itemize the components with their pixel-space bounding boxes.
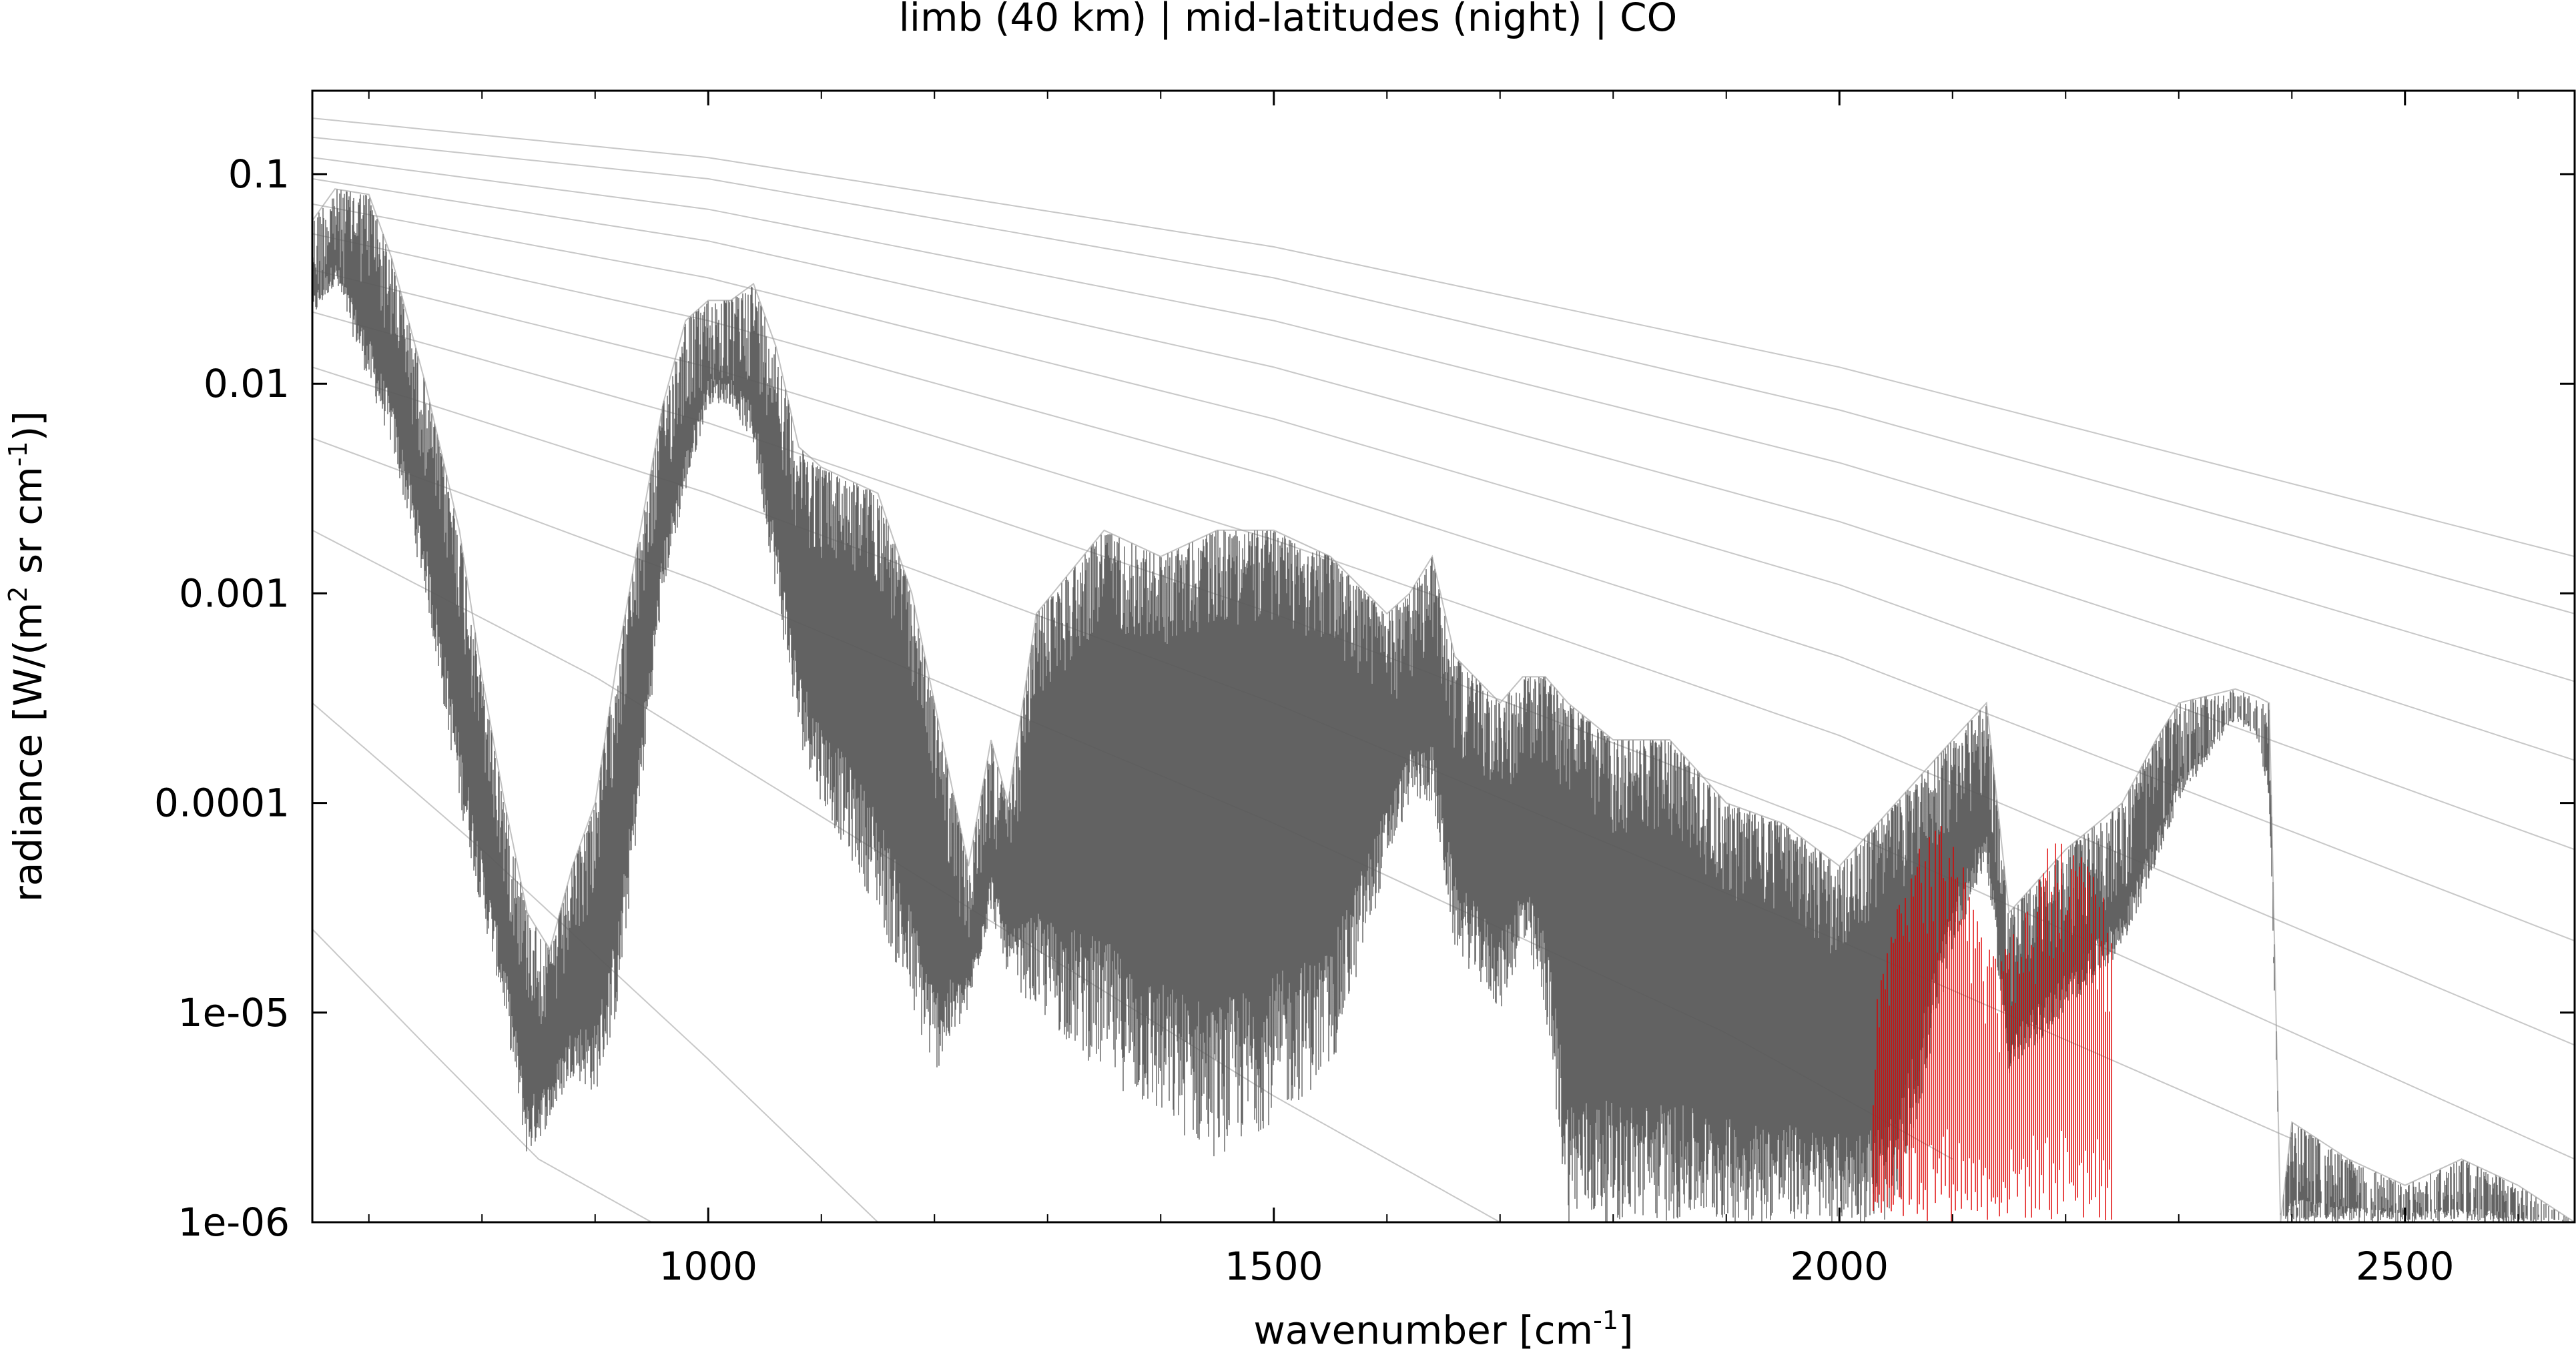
reference-curve-4	[312, 178, 2575, 761]
x-tick-label: 1500	[1225, 1244, 1323, 1289]
reference-curve-2	[312, 136, 2575, 614]
x-axis-label-text: wavenumber [cm	[1253, 1308, 1593, 1353]
y-axis-label-sup2: -1	[3, 441, 33, 466]
y-tick-label: 0.0001	[154, 781, 290, 826]
plot-frame	[311, 89, 2576, 1224]
y-axis-label-part1: radiance [W/(m	[5, 602, 51, 902]
y-axis-label-part2: sr cm	[5, 466, 51, 586]
x-tick-label: 1000	[659, 1244, 757, 1289]
series-2	[1873, 826, 2112, 1222]
x-axis-label-sup: -1	[1593, 1306, 1618, 1335]
y-tick-label: 1e-05	[178, 990, 290, 1035]
reference-curve-1	[312, 117, 2575, 558]
reference-curve-13	[312, 929, 652, 1222]
series-layer	[312, 188, 2575, 1222]
series-1-lines	[312, 189, 2570, 1222]
x-axis-label: wavenumber [cm-1]	[1253, 1306, 1633, 1353]
reference-curve-3	[312, 157, 2575, 683]
chart-title: limb (40 km) | mid-latitudes (night) | C…	[899, 0, 1678, 40]
axis-ticks: 1000 1500 2000 2500 0.1 0.01 0.001 0.0001 1e-05 1…	[154, 91, 2575, 1289]
y-tick-label: 0.1	[228, 151, 290, 197]
y-axis-label-sup1: 2	[3, 586, 33, 602]
x-axis-label-tail: ]	[1618, 1308, 1634, 1353]
series-2-lines	[1873, 826, 2112, 1222]
y-axis-label: radiance [W/(m2 sr cm-1)]	[3, 411, 51, 902]
y-axis-label-part3: )]	[5, 411, 51, 441]
series-1-envelope	[312, 188, 2575, 1222]
series-1	[312, 188, 2575, 1222]
y-tick-label: 0.001	[179, 570, 290, 616]
x-tick-label: 2500	[2356, 1244, 2455, 1289]
y-tick-label: 0.01	[204, 361, 290, 406]
x-tick-label: 2000	[1790, 1244, 1889, 1289]
y-tick-label: 1e-06	[178, 1200, 290, 1245]
